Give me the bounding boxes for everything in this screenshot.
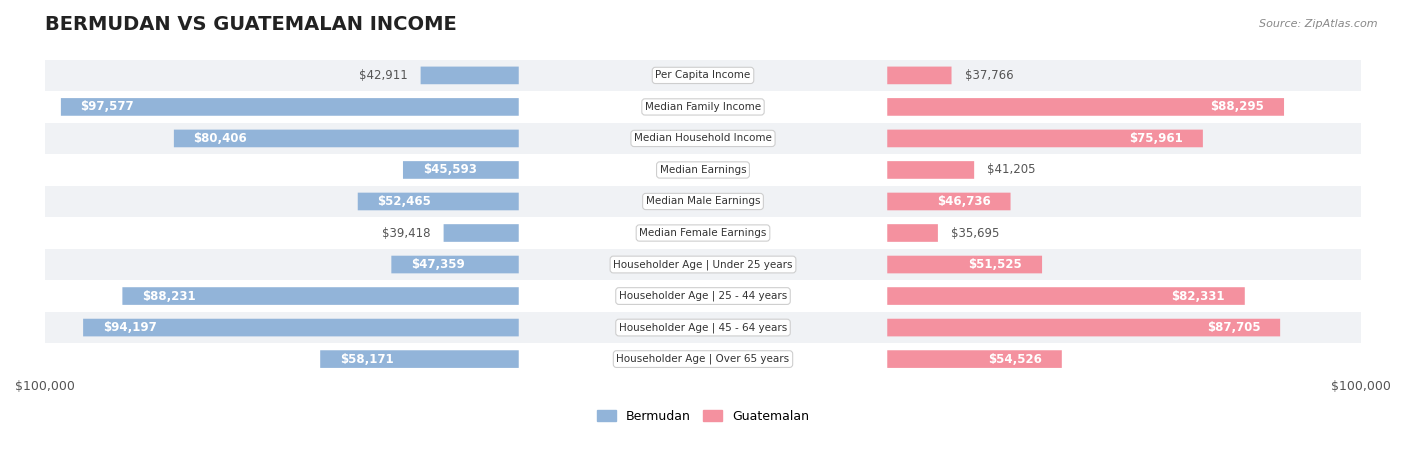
Bar xyxy=(45,312,1361,343)
Text: Per Capita Income: Per Capita Income xyxy=(655,71,751,80)
Bar xyxy=(45,343,1361,375)
Text: $45,593: $45,593 xyxy=(423,163,477,177)
Bar xyxy=(45,123,1361,154)
Legend: Bermudan, Guatemalan: Bermudan, Guatemalan xyxy=(592,405,814,428)
Text: $75,961: $75,961 xyxy=(1129,132,1182,145)
Text: $46,736: $46,736 xyxy=(936,195,991,208)
FancyBboxPatch shape xyxy=(887,319,1279,336)
Bar xyxy=(45,154,1361,186)
Text: $54,526: $54,526 xyxy=(988,353,1042,366)
Text: $35,695: $35,695 xyxy=(950,226,1000,240)
FancyBboxPatch shape xyxy=(887,98,1284,116)
FancyBboxPatch shape xyxy=(444,224,519,242)
Bar xyxy=(45,280,1361,312)
FancyBboxPatch shape xyxy=(122,287,519,305)
FancyBboxPatch shape xyxy=(887,193,1011,210)
FancyBboxPatch shape xyxy=(420,67,519,84)
FancyBboxPatch shape xyxy=(887,67,952,84)
FancyBboxPatch shape xyxy=(887,256,1042,273)
Text: Householder Age | 45 - 64 years: Householder Age | 45 - 64 years xyxy=(619,322,787,333)
Text: Householder Age | 25 - 44 years: Householder Age | 25 - 44 years xyxy=(619,291,787,301)
FancyBboxPatch shape xyxy=(321,350,519,368)
Text: $58,171: $58,171 xyxy=(340,353,394,366)
FancyBboxPatch shape xyxy=(887,350,1062,368)
Bar xyxy=(45,249,1361,280)
FancyBboxPatch shape xyxy=(357,193,519,210)
Text: $52,465: $52,465 xyxy=(377,195,432,208)
FancyBboxPatch shape xyxy=(174,130,519,147)
FancyBboxPatch shape xyxy=(391,256,519,273)
FancyBboxPatch shape xyxy=(83,319,519,336)
Text: $97,577: $97,577 xyxy=(80,100,134,113)
FancyBboxPatch shape xyxy=(887,130,1204,147)
Bar xyxy=(45,217,1361,249)
Text: $42,911: $42,911 xyxy=(359,69,408,82)
Text: $41,205: $41,205 xyxy=(987,163,1036,177)
Text: BERMUDAN VS GUATEMALAN INCOME: BERMUDAN VS GUATEMALAN INCOME xyxy=(45,15,457,34)
Text: $51,525: $51,525 xyxy=(969,258,1022,271)
Text: Median Household Income: Median Household Income xyxy=(634,134,772,143)
Text: Householder Age | Under 25 years: Householder Age | Under 25 years xyxy=(613,259,793,270)
Bar xyxy=(45,91,1361,123)
FancyBboxPatch shape xyxy=(887,161,974,179)
FancyBboxPatch shape xyxy=(404,161,519,179)
Bar xyxy=(45,60,1361,91)
Text: $88,295: $88,295 xyxy=(1211,100,1264,113)
Bar xyxy=(45,186,1361,217)
Text: $94,197: $94,197 xyxy=(103,321,156,334)
Text: $87,705: $87,705 xyxy=(1206,321,1260,334)
Text: Householder Age | Over 65 years: Householder Age | Over 65 years xyxy=(616,354,790,364)
Text: $37,766: $37,766 xyxy=(965,69,1014,82)
Text: Median Female Earnings: Median Female Earnings xyxy=(640,228,766,238)
Text: $88,231: $88,231 xyxy=(142,290,195,303)
Text: $39,418: $39,418 xyxy=(382,226,430,240)
Text: Median Earnings: Median Earnings xyxy=(659,165,747,175)
FancyBboxPatch shape xyxy=(60,98,519,116)
Text: Median Family Income: Median Family Income xyxy=(645,102,761,112)
Text: Source: ZipAtlas.com: Source: ZipAtlas.com xyxy=(1260,19,1378,28)
FancyBboxPatch shape xyxy=(887,287,1244,305)
Text: $80,406: $80,406 xyxy=(194,132,247,145)
Text: $47,359: $47,359 xyxy=(411,258,465,271)
FancyBboxPatch shape xyxy=(887,224,938,242)
Text: $82,331: $82,331 xyxy=(1171,290,1225,303)
Text: Median Male Earnings: Median Male Earnings xyxy=(645,197,761,206)
